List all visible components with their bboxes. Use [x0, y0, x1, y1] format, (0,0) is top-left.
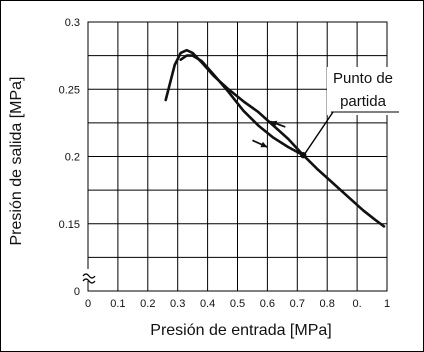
axis-break-icon	[81, 269, 96, 284]
y-tick-label: 0.3	[65, 17, 80, 29]
grid	[87, 21, 388, 292]
y-axis-ticks: 0 0.15 0.2 0.25 0.3	[59, 17, 80, 298]
x-tick-label: 0.1	[110, 298, 125, 310]
annotation-background	[327, 67, 397, 115]
annotation-line-2: partida	[340, 93, 387, 110]
annotation-line-1: Punto de	[333, 70, 393, 87]
x-tick-label: 0.8	[320, 298, 335, 310]
x-tick-label: 0.	[353, 298, 362, 310]
y-tick-label: 0.25	[59, 84, 80, 96]
arrow-head-icon	[270, 120, 278, 127]
x-tick-label: 0.3	[170, 298, 185, 310]
series-line-2	[179, 54, 305, 157]
y-tick-label: 0.15	[59, 219, 80, 231]
x-tick-label: 1	[384, 298, 390, 310]
annotation-leader-line	[304, 111, 334, 154]
arrow-head-icon	[260, 141, 268, 148]
curves	[164, 48, 386, 228]
y-axis-label: Presión de salida [MPa]	[8, 77, 25, 246]
x-tick-label: 0.7	[290, 298, 305, 310]
series-line-1	[164, 48, 386, 228]
x-axis-ticks: 0 0.1 0.2 0.3 0.4 0.5 0.6 0.7 0.8 0. 1	[85, 298, 390, 310]
y-tick-label: 0.2	[65, 152, 80, 164]
x-tick-label: 0	[85, 298, 91, 310]
x-tick-label: 0.4	[200, 298, 215, 310]
direction-arrows	[252, 120, 286, 148]
start-point-marker	[300, 151, 307, 159]
x-tick-label: 0.2	[140, 298, 155, 310]
x-tick-label: 0.5	[230, 298, 245, 310]
y-tick-label: 0	[74, 286, 80, 298]
x-axis-label: Presión de entrada [MPa]	[150, 322, 331, 339]
x-tick-label: 0.6	[260, 298, 275, 310]
annotations: Punto de partida	[300, 67, 399, 159]
